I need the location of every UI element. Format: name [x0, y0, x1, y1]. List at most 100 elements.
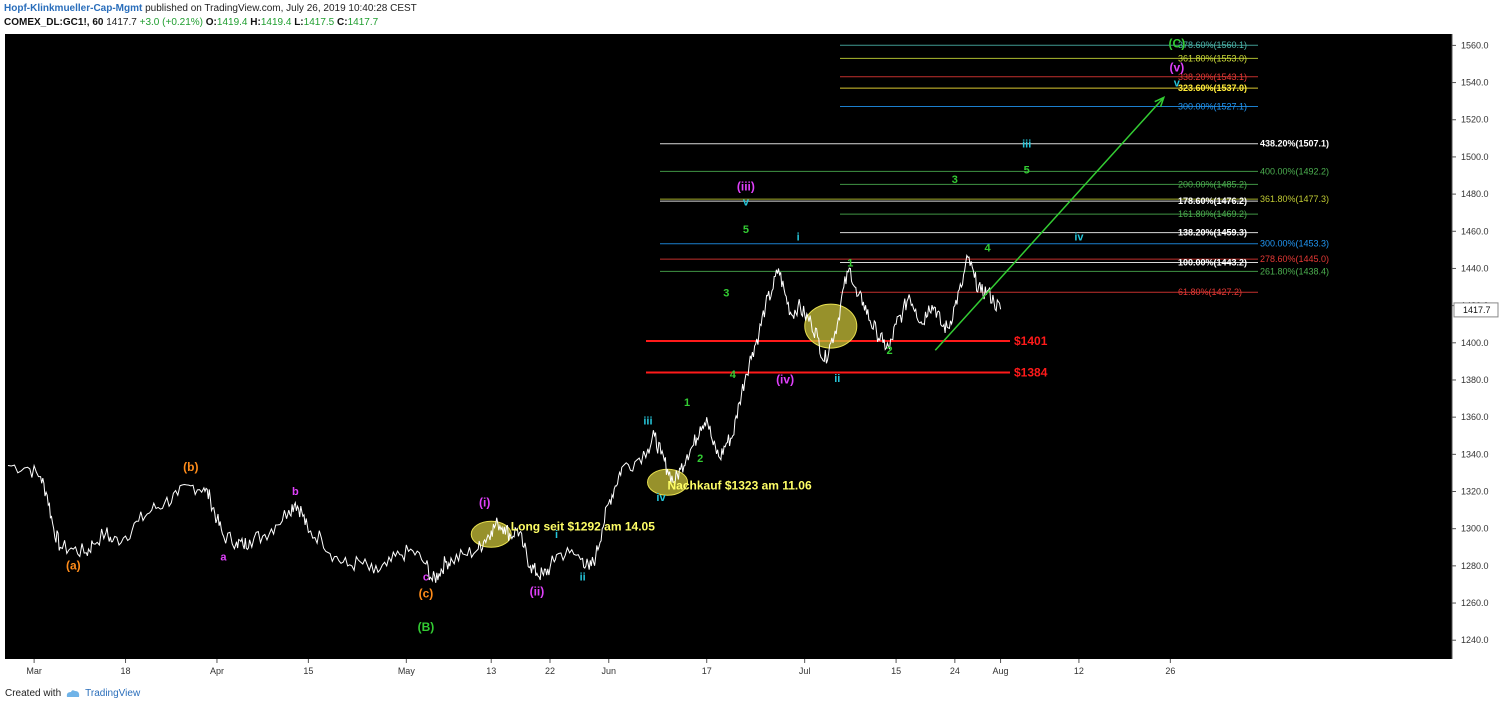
x-tick-label: 17	[702, 666, 712, 676]
high-value: 1419.4	[260, 17, 292, 28]
last-price-marker: 1417.7	[1453, 302, 1499, 318]
low-label: L:	[294, 17, 304, 28]
wave-label: 1	[684, 397, 690, 409]
y-tick-label: 1300.0	[1461, 524, 1489, 534]
fib-label: 138.20%(1459.3)	[1178, 228, 1247, 238]
wave-label: 4	[984, 243, 991, 255]
fib-label: 361.80%(1477.3)	[1260, 194, 1329, 204]
wave-label: 4	[730, 369, 737, 381]
wave-label: a	[220, 551, 227, 563]
y-tick-label: 1480.0	[1461, 189, 1489, 199]
x-tick-label: 13	[486, 666, 496, 676]
footer: Created with TradingView	[5, 688, 140, 699]
y-tick-label: 1540.0	[1461, 78, 1489, 88]
high-label: H:	[250, 17, 261, 28]
fib-label: 100.00%(1443.2)	[1178, 258, 1247, 268]
fib-label: 200.00%(1485.2)	[1178, 179, 1247, 189]
wave-label: (iii)	[737, 179, 755, 193]
fib-label: 438.20%(1507.1)	[1260, 139, 1329, 149]
fib-label: 61.80%(1427.2)	[1178, 287, 1242, 297]
x-tick-label: 15	[303, 666, 313, 676]
x-tick-label: 15	[891, 666, 901, 676]
x-tick-label: Mar	[26, 666, 42, 676]
y-tick-label: 1260.0	[1461, 598, 1489, 608]
time-axis[interactable]	[5, 659, 1452, 679]
price-change: +3.0 (+0.21%)	[139, 17, 203, 28]
plot-area[interactable]	[5, 34, 1452, 659]
y-tick-label: 1340.0	[1461, 449, 1489, 459]
close-value: 1417.7	[347, 17, 379, 28]
price-axis[interactable]	[1452, 34, 1500, 659]
low-value: 1417.5	[303, 17, 335, 28]
wave-label: (b)	[183, 460, 198, 474]
wave-label: ii	[834, 373, 840, 385]
last-price-label: 1417.7	[1463, 305, 1491, 315]
wave-label: i	[797, 232, 800, 244]
fib-label: 323.60%(1537.0)	[1178, 83, 1247, 93]
price-series	[7, 254, 1002, 583]
wave-label: v	[743, 196, 750, 208]
price-line[interactable]	[7, 254, 1002, 583]
y-tick-label: 1400.0	[1461, 338, 1489, 348]
x-tick-label: 26	[1165, 666, 1175, 676]
wave-label: (i)	[479, 495, 490, 509]
projection-line[interactable]	[934, 96, 1165, 351]
tradingview-logo-icon	[65, 689, 81, 698]
wave-labels: (a) (b) (c) (B) a b c (i) (ii) (iii) (iv) (v) (C) v v i…	[66, 36, 1185, 634]
trade-annotations: Long seit $1292 am 14.05 Nachkauf $1323 a…	[511, 479, 812, 534]
fib-label: 400.00%(1492.2)	[1260, 166, 1329, 176]
wave-label: 3	[952, 174, 958, 186]
fib-label: 300.00%(1527.1)	[1178, 102, 1247, 112]
x-axis-ticks: Mar 18 Apr 15 May 13 22 Jun 17 Jul 15 24 Aug 12 26	[26, 659, 1175, 676]
tradingview-brand[interactable]: TradingView	[85, 688, 141, 699]
wave-label: 1	[847, 258, 853, 270]
fib-label: 338.20%(1543.1)	[1178, 72, 1247, 82]
wave-label: i	[555, 529, 558, 541]
published-text: published on TradingView.com, July 26, 2…	[145, 3, 417, 14]
level-label: $1401	[1014, 334, 1048, 348]
x-tick-label: 18	[121, 666, 131, 676]
wave-label: (iv)	[776, 373, 794, 387]
projection-arrow	[934, 96, 1166, 351]
wave-label: ii	[580, 572, 586, 584]
fib-label: 378.60%(1560.1)	[1178, 40, 1247, 50]
x-tick-label: 24	[950, 666, 960, 676]
y-tick-label: 1500.0	[1461, 152, 1489, 162]
wave-label: (B)	[418, 620, 435, 634]
publish-line: Hopf-Klinkmueller-Cap-Mgmt published on …	[4, 2, 417, 16]
wave-label: iii	[643, 416, 652, 428]
publisher-name[interactable]: Hopf-Klinkmueller-Cap-Mgmt	[4, 3, 143, 14]
x-tick-label: Apr	[210, 666, 224, 676]
close-label: C:	[337, 17, 348, 28]
open-value: 1419.4	[216, 17, 248, 28]
created-with-text: Created with	[5, 688, 62, 699]
chart-header: Hopf-Klinkmueller-Cap-Mgmt published on …	[4, 2, 417, 34]
y-tick-label: 1440.0	[1461, 263, 1489, 273]
y-tick-label: 1520.0	[1461, 115, 1489, 125]
wave-label: (C)	[1169, 36, 1186, 50]
wave-label: 2	[886, 345, 892, 357]
fib-label: 300.00%(1453.3)	[1260, 239, 1329, 249]
last-price-box	[1453, 302, 1499, 318]
x-tick-label: 22	[545, 666, 555, 676]
y-tick-label: 1360.0	[1461, 412, 1489, 422]
last-price: 1417.7	[106, 17, 137, 28]
y-tick-label: 1280.0	[1461, 561, 1489, 571]
symbol-label: COMEX_DL:GC1!, 60	[4, 17, 104, 28]
wave-label: 5	[1024, 165, 1030, 177]
fib-label: 278.60%(1445.0)	[1260, 254, 1329, 264]
wave-label: iv	[1074, 232, 1084, 244]
fib-label: 261.80%(1438.4)	[1260, 266, 1329, 276]
wave-label: 3	[723, 287, 729, 299]
trade-annotation: Nachkauf $1323 am 11.06	[668, 479, 812, 493]
wave-label: (ii)	[530, 585, 545, 599]
fib-label: 161.80%(1469.2)	[1178, 209, 1247, 219]
fib-label: 178.60%(1476.2)	[1178, 196, 1247, 206]
ohlc-line: COMEX_DL:GC1!, 60 1417.7 +3.0 (+0.21%) O…	[4, 16, 417, 30]
wave-label: iv	[656, 492, 666, 504]
wave-label: 2	[697, 453, 703, 465]
wave-label: iii	[1022, 139, 1031, 151]
wave-label: c	[423, 572, 429, 584]
x-tick-label: Jul	[799, 666, 811, 676]
